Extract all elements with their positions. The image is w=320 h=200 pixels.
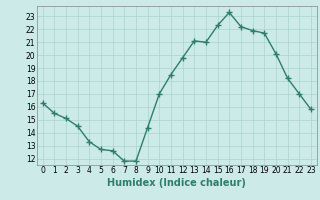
X-axis label: Humidex (Indice chaleur): Humidex (Indice chaleur) [108, 178, 246, 188]
